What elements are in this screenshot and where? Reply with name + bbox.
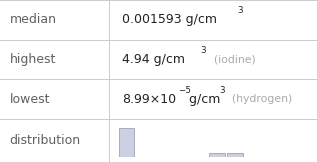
Text: 4.94 g/cm: 4.94 g/cm [122,53,185,66]
Text: 0.001593 g/cm: 0.001593 g/cm [122,13,217,26]
Bar [119,128,134,157]
Bar [227,153,243,157]
Text: distribution: distribution [10,134,81,147]
Text: −5: −5 [178,86,191,95]
Text: g/cm: g/cm [185,93,220,106]
Text: (hydrogen): (hydrogen) [225,94,292,104]
Text: median: median [10,13,56,26]
Bar [209,153,225,157]
Text: 8.99×10: 8.99×10 [122,93,176,106]
Text: 3: 3 [200,46,206,55]
Text: highest: highest [10,53,56,66]
Text: 3: 3 [220,86,225,95]
Text: 3: 3 [238,6,243,15]
Text: lowest: lowest [10,93,50,106]
Text: (iodine): (iodine) [207,55,256,64]
